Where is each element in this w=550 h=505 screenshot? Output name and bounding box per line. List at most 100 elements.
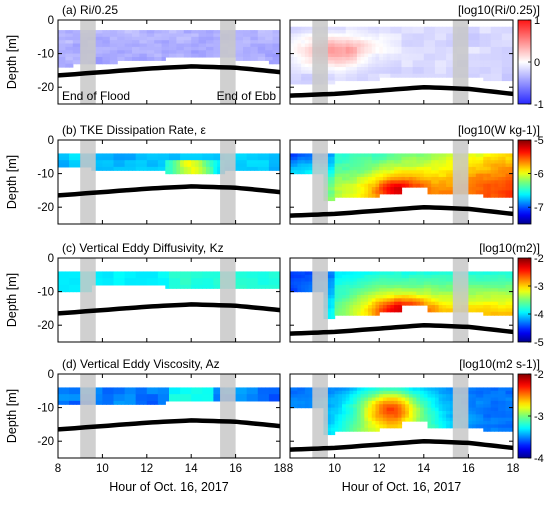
heatmap-cell <box>505 26 510 31</box>
colorbar-tick-label: -4 <box>534 309 544 321</box>
heatmap-cell <box>427 67 432 71</box>
heatmap-cell <box>423 160 429 165</box>
heatmap-cell <box>427 60 432 65</box>
heatmap-cell <box>349 73 354 78</box>
heatmap-cell <box>265 284 270 289</box>
heatmap-cell <box>124 387 129 392</box>
heatmap-cell <box>446 281 451 286</box>
heatmap-cell <box>475 387 481 392</box>
heatmap-cell <box>371 417 377 422</box>
heatmap-cell <box>293 271 299 276</box>
heatmap-cell <box>330 414 336 419</box>
heatmap-cell <box>371 163 377 168</box>
heatmap-cell <box>360 390 365 395</box>
heatmap-cell <box>420 281 425 286</box>
heatmap-cell <box>239 46 244 51</box>
heatmap-cell <box>187 397 192 402</box>
heatmap-cell <box>371 305 377 309</box>
heatmap-cell <box>379 180 384 185</box>
heatmap-cell <box>505 424 510 429</box>
heatmap-cell <box>479 424 484 429</box>
heatmap-cell <box>486 36 492 41</box>
heatmap-cell <box>209 284 214 289</box>
seabed-line <box>58 418 280 432</box>
heatmap-cell <box>124 40 129 45</box>
heatmap-cell <box>209 281 214 286</box>
heatmap-cell <box>76 271 81 276</box>
heatmap-cell <box>427 407 432 412</box>
heatmap-cell <box>293 77 299 82</box>
heatmap-cell <box>243 53 248 58</box>
heatmap-cell <box>293 67 299 71</box>
heatmap-cell <box>468 271 473 276</box>
x-tick-label: 18 <box>274 463 287 475</box>
heatmap-cell <box>58 43 63 48</box>
heatmap-cell <box>509 294 513 299</box>
heatmap-cell <box>434 30 440 35</box>
heatmap-cell <box>368 67 373 71</box>
heatmap-cell <box>334 417 339 422</box>
heatmap-cell <box>431 36 436 41</box>
heatmap-cell <box>364 278 369 283</box>
heatmap-cell <box>431 414 436 419</box>
heatmap-cell <box>468 308 473 313</box>
heatmap-cell <box>490 56 496 61</box>
heatmap-cell <box>412 63 417 68</box>
heatmap-cell <box>165 50 170 55</box>
heatmap-cell <box>342 294 347 299</box>
heatmap-cell <box>109 50 115 55</box>
heatmap-cell <box>198 160 203 165</box>
heatmap-cell <box>446 156 451 161</box>
heatmap-cell <box>472 26 477 31</box>
heatmap-cell <box>501 271 507 276</box>
heatmap-cell <box>265 160 270 165</box>
heatmap-cell <box>397 53 403 58</box>
heatmap-cell <box>434 397 440 402</box>
heatmap-cell <box>356 50 362 55</box>
heatmap-cell <box>202 43 207 48</box>
heatmap-cell <box>349 183 354 188</box>
heatmap-cell <box>272 160 277 165</box>
heatmap-cell <box>379 298 384 303</box>
heatmap-cell <box>408 284 414 289</box>
heatmap-cell <box>405 394 410 399</box>
plot-frame <box>289 373 514 459</box>
heatmap-cell <box>371 311 377 316</box>
heatmap-cell <box>135 30 140 35</box>
heatmap-cell <box>254 160 259 165</box>
heatmap-cell <box>360 36 365 41</box>
heatmap-cell <box>375 421 380 425</box>
heatmap-cell <box>349 53 354 58</box>
heatmap-cell <box>483 26 488 31</box>
heatmap-cell <box>442 390 447 395</box>
heatmap-cell <box>483 404 488 409</box>
heatmap-cell <box>375 53 380 58</box>
heatmap-cell <box>483 421 488 425</box>
heatmap-cell <box>132 46 137 51</box>
heatmap-cell <box>408 278 414 283</box>
heatmap-cell <box>183 166 189 171</box>
heatmap-cell <box>412 60 417 65</box>
heatmap-cell <box>213 390 218 395</box>
heatmap-cell <box>293 63 299 68</box>
heatmap-cell <box>449 60 455 65</box>
heatmap-cell <box>349 298 354 303</box>
heatmap-cell <box>449 410 455 415</box>
y-tick-label: -20 <box>37 320 54 332</box>
heatmap-cell <box>490 170 496 175</box>
heatmap-cell <box>327 173 332 178</box>
heatmap-cell <box>498 63 503 68</box>
heatmap-cell <box>239 33 244 38</box>
heatmap-cell <box>501 60 507 65</box>
heatmap-cell <box>265 387 270 392</box>
heatmap-cell <box>375 26 380 31</box>
heatmap-cell <box>479 414 484 419</box>
heatmap-cell <box>246 46 251 51</box>
heatmap-cell <box>297 30 302 35</box>
heatmap-cell <box>95 281 100 286</box>
heatmap-cell <box>206 387 211 392</box>
heatmap-cell <box>382 417 388 422</box>
heatmap-cell <box>371 70 377 75</box>
heatmap-cell <box>117 160 122 165</box>
heatmap-cell <box>161 394 166 399</box>
